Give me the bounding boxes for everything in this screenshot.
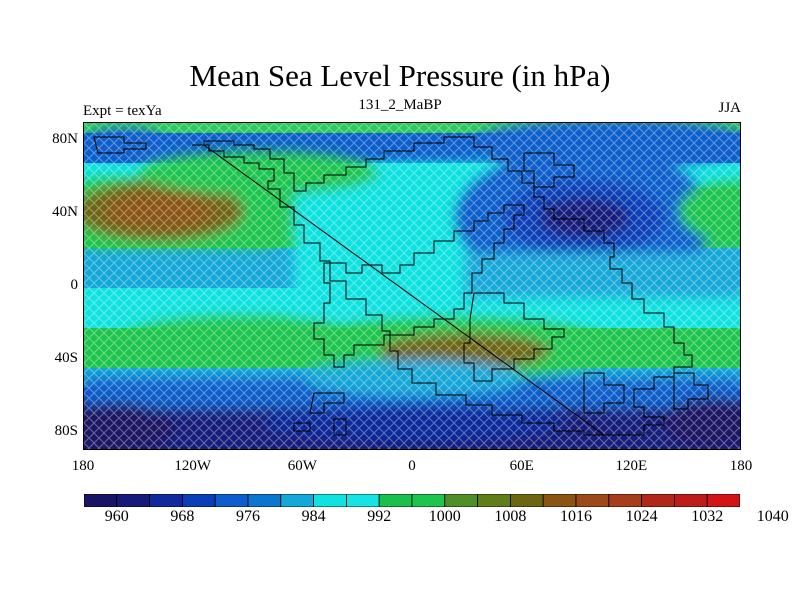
colorbar-label: 1040	[756, 508, 789, 525]
x-tick-label: 60W	[287, 458, 317, 474]
colorbar-swatch	[706, 493, 741, 508]
colorbar-swatch	[182, 493, 216, 508]
colorbar-swatch	[247, 493, 282, 508]
colorbar-swatch	[477, 493, 511, 508]
colorbar-swatch	[313, 493, 347, 508]
colorbar-label: 1000	[428, 508, 461, 525]
chart-title: Mean Sea Level Pressure (in hPa)	[189, 58, 611, 93]
experiment-label: Expt = texYa	[83, 103, 162, 119]
colorbar-label: 968	[170, 508, 195, 525]
coastlines	[93, 136, 709, 436]
y-tick-label: 0	[70, 277, 79, 293]
x-tick-label: 180	[729, 458, 753, 474]
colorbar-label: 1024	[625, 508, 658, 525]
x-tick-label: 120E	[615, 458, 648, 474]
period-label: 131_2_MaBP	[358, 97, 442, 113]
colorbar-label: 992	[367, 508, 392, 525]
colorbar-swatch	[674, 493, 708, 508]
colorbar-swatch	[444, 493, 478, 508]
colorbar-swatch	[575, 493, 610, 508]
season-label: JJA	[718, 100, 741, 116]
colorbar-swatch	[345, 493, 380, 508]
colorbar-label: 976	[236, 508, 260, 525]
y-tick-label: 40N	[52, 204, 78, 221]
colorbar-swatch	[149, 493, 183, 508]
pressure-map	[83, 122, 741, 450]
y-tick-label: 40S	[54, 349, 78, 366]
colorbar-swatch	[116, 493, 150, 508]
colorbar-swatch	[214, 493, 249, 508]
colorbar-label: 960	[104, 508, 129, 525]
y-tick-label: 80N	[52, 131, 78, 148]
colorbar-swatch	[608, 493, 642, 508]
colorbar-swatch	[542, 493, 577, 508]
colorbar-swatch	[280, 493, 315, 508]
colorbar	[83, 493, 741, 508]
x-tick-label: 180	[71, 458, 95, 474]
x-tick-label: 0	[408, 458, 416, 474]
x-tick-label: 60E	[509, 458, 534, 474]
colorbar-swatch	[378, 493, 413, 508]
y-tick-label: 80S	[54, 422, 78, 439]
colorbar-swatch	[411, 493, 446, 508]
colorbar-swatch	[509, 493, 544, 508]
x-tick-label: 120W	[174, 458, 211, 474]
colorbar-swatch	[641, 493, 675, 508]
colorbar-label: 1016	[560, 508, 592, 525]
colorbar-label: 1008	[494, 508, 527, 525]
colorbar-label: 1032	[691, 508, 724, 525]
colorbar-label: 984	[301, 508, 326, 525]
colorbar-swatch	[83, 493, 118, 508]
